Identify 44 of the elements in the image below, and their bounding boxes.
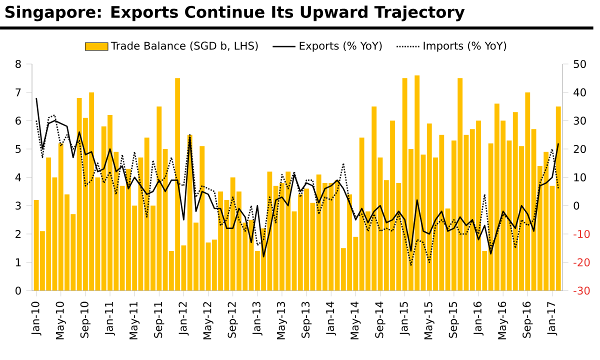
x-tick-label: Sep-13	[301, 302, 312, 338]
y-tick-label: 8	[16, 60, 21, 68]
y2-tick-label: 10	[574, 173, 586, 182]
x-tick-label: Jan-11	[105, 302, 115, 336]
y-tick-label: 0	[16, 286, 21, 295]
y-tick-label: 5	[16, 145, 21, 153]
x-tick-label: May-12	[203, 302, 214, 340]
x-tick-label: Sep-10	[80, 302, 91, 338]
x-tick-label: Sep-12	[228, 302, 238, 338]
y2-tick-label: -10	[574, 230, 590, 238]
y2-tick-label: -30	[574, 286, 590, 295]
y-tick-label: 6	[16, 116, 21, 125]
y2-tick-label: -20	[574, 258, 590, 266]
y2-tick-label: 30	[574, 116, 586, 125]
x-tick-label: Jan-14	[326, 302, 336, 336]
x-tick-label: May-14	[350, 302, 361, 340]
y-tick-label: 2	[16, 230, 21, 238]
x-tick-label: Jan-16	[473, 302, 484, 336]
x-tick-label: May-11	[130, 302, 140, 340]
y-tick-label: 3	[16, 202, 21, 210]
y-tick-label: 7	[16, 88, 21, 96]
x-tick-label: Jan-10	[31, 302, 42, 336]
x-tick-label: May-16	[498, 302, 508, 340]
y2-tick-label: 0	[574, 202, 580, 210]
y-tick-label: 4	[15, 173, 22, 182]
x-tick-label: Jan-15	[400, 302, 410, 336]
x-tick-label: May-13	[276, 302, 288, 340]
y-tick-label: 1	[16, 258, 21, 266]
x-tick-label: Jan-12	[178, 302, 189, 336]
y2-tick-label: 20	[574, 144, 586, 154]
x-tick-label: Jan-13	[252, 302, 262, 336]
y2-tick-label: 50	[574, 60, 586, 68]
x-tick-label: Jan-17	[547, 302, 558, 336]
x-tick-label: Sep-16	[522, 302, 533, 338]
chart-title: Singapore: Exports Continue Its Upward Trajectory	[5, 6, 465, 22]
x-tick-label: May-15	[424, 302, 434, 340]
x-tick-label: May-10	[56, 302, 66, 340]
legend-label: Imports (% YoY)	[424, 42, 506, 52]
legend-label: Exports (% YoY)	[300, 42, 382, 52]
legend-label: Trade Balance (SGD b, LHS)	[110, 42, 258, 51]
x-tick-label: Sep-11	[154, 302, 164, 338]
x-tick-label: Sep-15	[448, 302, 460, 338]
x-tick-label: Sep-14	[375, 302, 386, 338]
y2-tick-label: 40	[574, 88, 586, 96]
